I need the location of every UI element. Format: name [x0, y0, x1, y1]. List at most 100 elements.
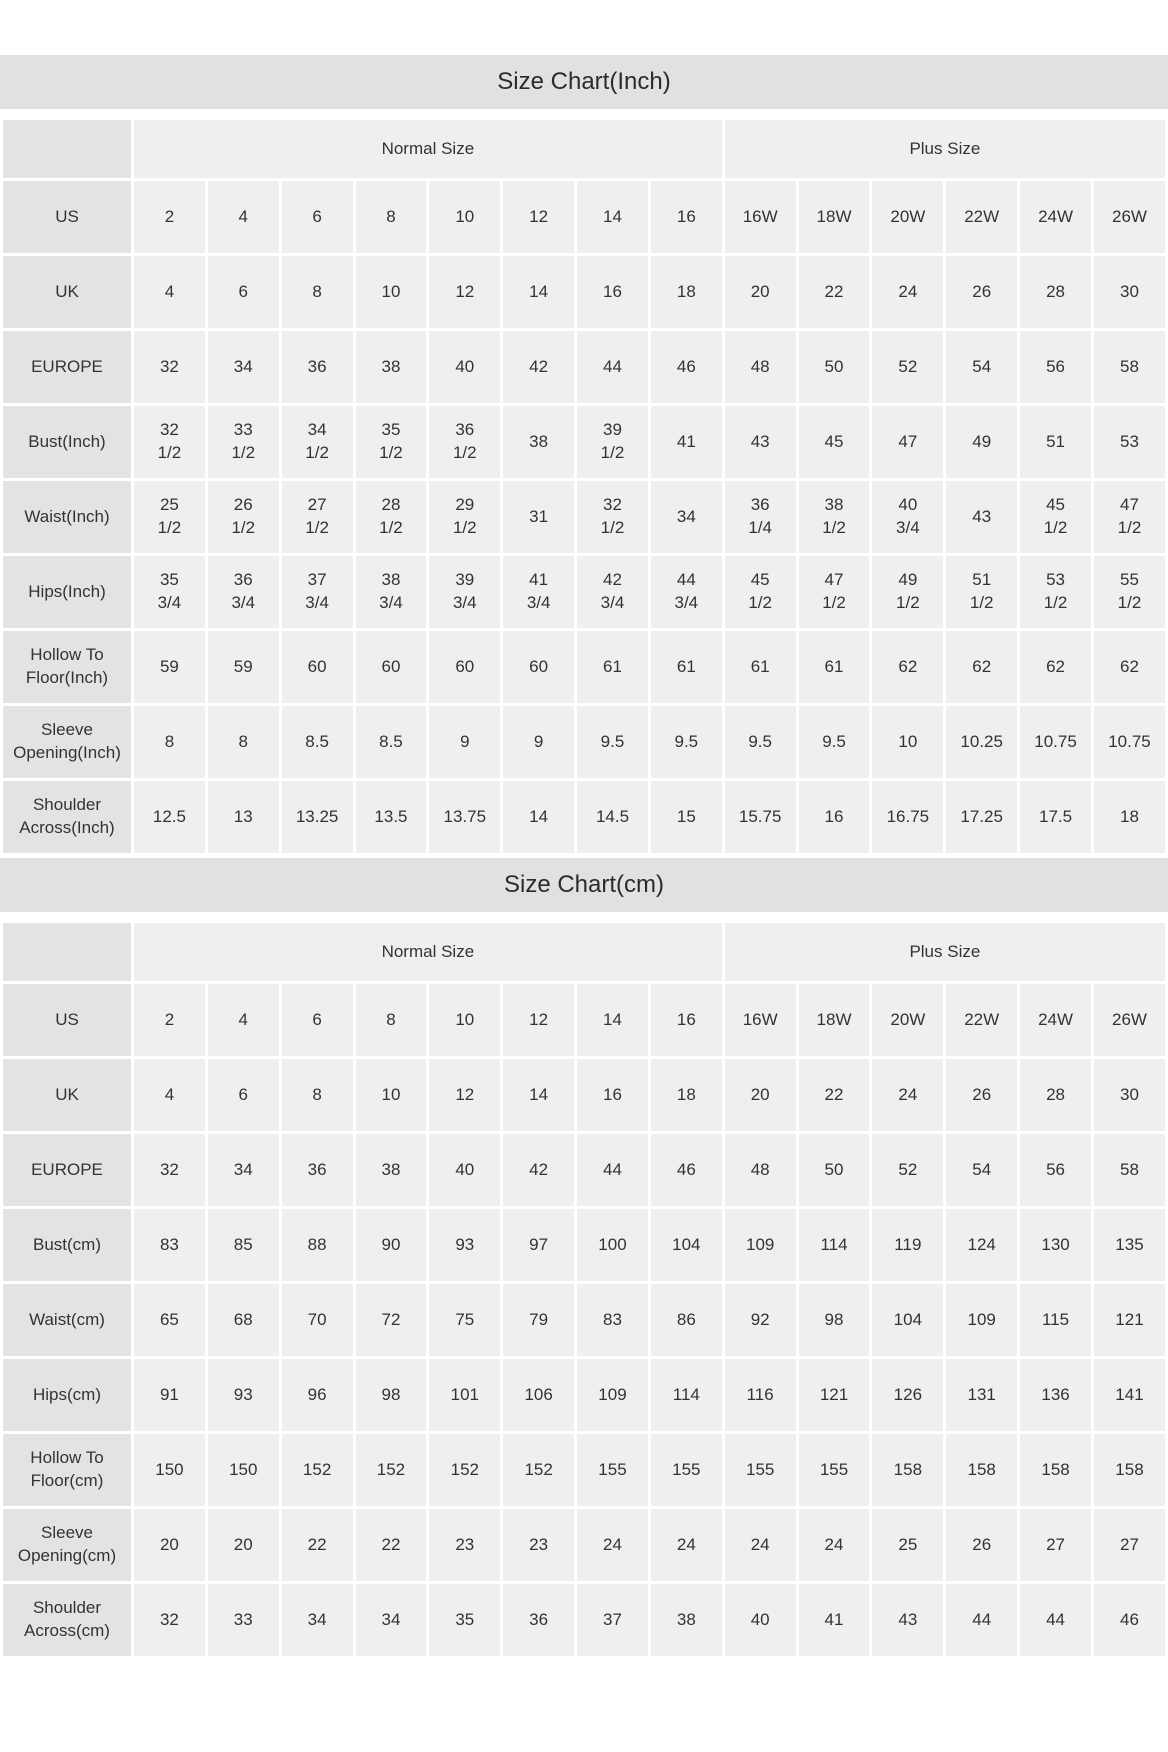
size-cell: 36 1/4: [724, 481, 796, 553]
size-cell: 155: [650, 1434, 722, 1506]
size-cell: 38 1/2: [798, 481, 870, 553]
size-cell: 45 1/2: [724, 556, 796, 628]
size-cell: 24: [798, 1509, 870, 1581]
size-cell: 12.5: [134, 781, 205, 853]
size-cell: 38: [650, 1584, 722, 1656]
size-cell: 41: [650, 406, 722, 478]
size-cell: 53 1/2: [1020, 556, 1091, 628]
size-cell: 38: [355, 1134, 427, 1206]
size-cell: 12: [429, 256, 501, 328]
size-cell: 37 3/4: [281, 556, 353, 628]
size-cell: 39 1/2: [577, 406, 648, 478]
size-cell: 114: [798, 1209, 870, 1281]
size-cell: 6: [207, 1059, 279, 1131]
size-cell: 22: [355, 1509, 427, 1581]
size-cell: 50: [798, 331, 870, 403]
size-cell: 51: [1020, 406, 1091, 478]
size-cell: 85: [207, 1209, 279, 1281]
size-cell: 23: [503, 1509, 575, 1581]
size-chart-section-cm: Size Chart(cm) Normal Size Plus Size US 2 4 6 8…: [0, 858, 1168, 1659]
size-cell: 44: [577, 1134, 648, 1206]
size-cell: 16: [650, 181, 722, 253]
size-cell: 26W: [1093, 984, 1165, 1056]
size-cell: 13.75: [429, 781, 501, 853]
size-cell: 42: [503, 1134, 575, 1206]
size-cell: 109: [724, 1209, 796, 1281]
size-cell: 17.25: [946, 781, 1018, 853]
size-cell: 32 1/2: [577, 481, 648, 553]
row-label: US: [3, 984, 131, 1056]
size-cell: 4: [134, 256, 205, 328]
size-cell: 30: [1093, 1059, 1165, 1131]
size-cell: 37: [577, 1584, 648, 1656]
row-label: UK: [3, 256, 131, 328]
size-cell: 59: [207, 631, 279, 703]
size-cell: 35 3/4: [134, 556, 205, 628]
size-cell: 41 3/4: [503, 556, 575, 628]
size-cell: 4: [134, 1059, 205, 1131]
size-cell: 4: [207, 984, 279, 1056]
size-cell: 49 1/2: [872, 556, 944, 628]
size-cell: 33: [207, 1584, 279, 1656]
size-cell: 10.75: [1020, 706, 1091, 778]
size-cell: 60: [355, 631, 427, 703]
size-cell: 61: [577, 631, 648, 703]
size-cell: 155: [798, 1434, 870, 1506]
size-cell: 15: [650, 781, 722, 853]
size-cell: 93: [429, 1209, 501, 1281]
size-cell: 38: [355, 331, 427, 403]
size-cell: 55 1/2: [1093, 556, 1165, 628]
size-cell: 152: [355, 1434, 427, 1506]
size-cell: 48: [724, 1134, 796, 1206]
size-cell: 45: [798, 406, 870, 478]
table-row: UK 4 6 8 10 12 14 16 18 20 22 24 26 28 30: [3, 256, 1165, 328]
table-row: Shoulder Across(cm) 32 33 34 34 35 36 37 38 40 41 4…: [3, 1584, 1165, 1656]
size-cell: 14.5: [577, 781, 648, 853]
size-cell: 34: [650, 481, 722, 553]
row-label: Hips(cm): [3, 1359, 131, 1431]
size-cell: 22W: [946, 984, 1018, 1056]
size-cell: 25 1/2: [134, 481, 205, 553]
size-cell: 40: [429, 331, 501, 403]
size-table-inch: Normal Size Plus Size US 2 4 6 8 10 12 14 16 16W 18W…: [0, 117, 1168, 856]
size-cell: 10: [355, 1059, 427, 1131]
size-cell: 9.5: [724, 706, 796, 778]
size-cell: 44: [946, 1584, 1018, 1656]
size-cell: 62: [1020, 631, 1091, 703]
row-label: EUROPE: [3, 1134, 131, 1206]
size-cell: 50: [798, 1134, 870, 1206]
size-cell: 14: [503, 1059, 575, 1131]
size-cell: 34 1/2: [281, 406, 353, 478]
size-cell: 24: [650, 1509, 722, 1581]
size-cell: 75: [429, 1284, 501, 1356]
size-cell: 15.75: [724, 781, 796, 853]
size-cell: 34: [207, 1134, 279, 1206]
size-cell: 36: [281, 1134, 353, 1206]
size-cell: 92: [724, 1284, 796, 1356]
size-cell: 8.5: [281, 706, 353, 778]
size-cell: 158: [1020, 1434, 1091, 1506]
size-cell: 104: [650, 1209, 722, 1281]
size-cell: 36 1/2: [429, 406, 501, 478]
size-cell: 10.25: [946, 706, 1018, 778]
size-cell: 2: [134, 984, 205, 1056]
size-cell: 51 1/2: [946, 556, 1018, 628]
row-label: Waist(Inch): [3, 481, 131, 553]
size-cell: 16: [798, 781, 870, 853]
size-cell: 124: [946, 1209, 1018, 1281]
size-cell: 20: [134, 1509, 205, 1581]
row-label: Hollow To Floor(cm): [3, 1434, 131, 1506]
size-cell: 150: [207, 1434, 279, 1506]
size-cell: 10: [355, 256, 427, 328]
size-cell: 61: [650, 631, 722, 703]
size-cell: 121: [1093, 1284, 1165, 1356]
size-cell: 60: [503, 631, 575, 703]
size-cell: 20W: [872, 181, 944, 253]
size-cell: 41: [798, 1584, 870, 1656]
row-label: Sleeve Opening(Inch): [3, 706, 131, 778]
size-cell: 28: [1020, 256, 1091, 328]
size-cell: 79: [503, 1284, 575, 1356]
size-cell: 16.75: [872, 781, 944, 853]
size-cell: 83: [134, 1209, 205, 1281]
size-cell: 155: [724, 1434, 796, 1506]
